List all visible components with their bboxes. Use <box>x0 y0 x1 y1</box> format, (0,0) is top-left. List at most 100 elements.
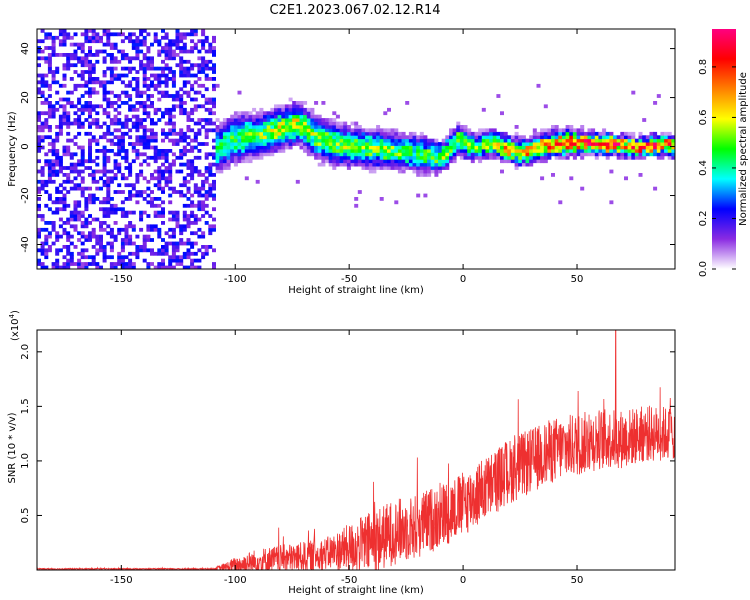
spectrogram-cell <box>58 190 63 194</box>
spectrogram-cell <box>51 169 56 174</box>
spectrogram-cell <box>394 155 399 160</box>
spectrogram-cell <box>131 87 136 92</box>
spectrogram-cell <box>69 56 74 61</box>
spectrogram-cell <box>102 166 107 170</box>
spectrogram-cell <box>193 251 198 256</box>
spectrogram-cell <box>270 131 275 136</box>
spectrogram-cell <box>47 169 52 174</box>
spectrogram-cell <box>478 135 483 140</box>
spectrogram-cell <box>416 155 421 160</box>
spectrogram-cell <box>204 107 209 112</box>
spectrogram-cell <box>102 149 107 153</box>
spectrogram-cell <box>99 169 103 174</box>
spectrogram-cell <box>193 186 198 191</box>
spectrogram-cell <box>44 183 49 188</box>
spectrogram-cell <box>532 128 537 133</box>
spectrogram-cell <box>335 114 340 119</box>
spectrogram-cell <box>190 107 195 112</box>
spectrogram-cell <box>558 138 563 143</box>
spectrogram-cell <box>164 166 169 170</box>
spectrogram-cell <box>376 131 381 136</box>
colorbar-ticks: 0.00.20.40.60.8 <box>698 59 736 277</box>
spectrogram-cell <box>379 138 384 143</box>
spectrogram-cell <box>77 214 82 218</box>
spectrogram-cell <box>120 32 125 37</box>
spectrogram-cell <box>66 145 71 150</box>
spectrogram-cell <box>117 162 122 167</box>
spectrogram-cell <box>255 145 260 150</box>
spectrogram-cell <box>554 131 559 136</box>
spectrogram-cell <box>274 138 278 143</box>
spectrogram-cell <box>536 83 541 88</box>
spectrogram-cell <box>131 66 136 71</box>
spectrogram-cell <box>616 138 621 143</box>
spectrogram-cell <box>642 145 647 150</box>
spectrogram-cell <box>139 210 144 215</box>
spectrogram-cell <box>153 35 158 40</box>
spectrogram-cell <box>230 118 235 122</box>
spectrogram-cell <box>449 155 453 160</box>
spectrogram-cell <box>605 152 610 157</box>
spectrogram-cell <box>328 131 333 136</box>
spectrogram-cell <box>292 111 297 116</box>
spectrogram-cell <box>427 173 432 177</box>
spectrogram-cell <box>73 152 78 157</box>
spectrogram-cell <box>354 138 359 143</box>
spectrogram-cell <box>179 183 184 188</box>
spectrogram-cell <box>142 258 147 263</box>
spectrogram-cell <box>226 166 231 170</box>
spectrogram-cell <box>113 221 118 225</box>
spectrogram-cell <box>66 118 71 122</box>
spectrogram-cell <box>146 155 151 160</box>
spectrogram-cell <box>594 138 599 143</box>
spectrogram-cell <box>317 114 322 119</box>
spectrogram-cell <box>664 145 669 150</box>
spectrogram-cell <box>481 138 486 143</box>
spectrogram-cell <box>66 248 71 253</box>
spectrogram-cell <box>157 179 162 184</box>
spectrogram-cell <box>281 118 286 122</box>
spectrogram-cell <box>408 152 413 157</box>
spectrogram-cell <box>215 149 220 153</box>
spectrogram-cell <box>80 221 85 225</box>
spectrogram-cell <box>139 63 144 68</box>
spectrogram-cell <box>430 152 435 157</box>
spectrogram-cell <box>102 152 107 157</box>
spectrogram-cell <box>201 203 206 208</box>
spectrogram-cell <box>55 258 60 263</box>
spectrogram-cell <box>139 173 144 177</box>
spectrogram-cell <box>197 200 202 205</box>
spectrogram-cell <box>84 248 89 253</box>
spectrogram-cell <box>80 63 85 68</box>
spectrogram-cell <box>99 238 103 242</box>
spectrogram-cell <box>40 145 45 150</box>
spectrogram-cell <box>314 142 319 146</box>
spectrogram-cell <box>306 138 311 143</box>
spectrogram-cell <box>368 142 373 146</box>
spectrogram-cell <box>190 66 195 71</box>
spectrogram-cell <box>459 128 464 133</box>
spectrogram-cell <box>653 186 658 191</box>
spectrogram-cell <box>47 197 52 201</box>
spectrogram-cell <box>357 162 362 167</box>
spectrogram-cell <box>645 152 650 157</box>
spectrogram-cell <box>102 248 107 253</box>
spectrogram-cell <box>335 155 340 160</box>
spectrogram-cell <box>620 135 625 140</box>
spectrogram-cell <box>175 53 180 57</box>
spectrogram-cell <box>55 186 60 191</box>
spectrogram-cell <box>427 155 432 160</box>
spectrogram-cell <box>594 155 599 160</box>
spectrogram-cell <box>186 162 191 167</box>
spectrogram-cell <box>88 77 92 81</box>
spectrogram-cell <box>376 162 381 167</box>
spectrogram-cell <box>73 53 78 57</box>
spectrogram-cell <box>84 159 89 164</box>
spectrogram-cell <box>102 59 107 64</box>
spectrogram-cell <box>66 238 71 242</box>
spectrogram-cell <box>37 207 41 212</box>
spectrogram-cell <box>569 149 574 153</box>
spectrogram-cell <box>161 90 165 95</box>
spectrogram-cell <box>135 155 140 160</box>
spectrogram-cell <box>175 35 180 40</box>
